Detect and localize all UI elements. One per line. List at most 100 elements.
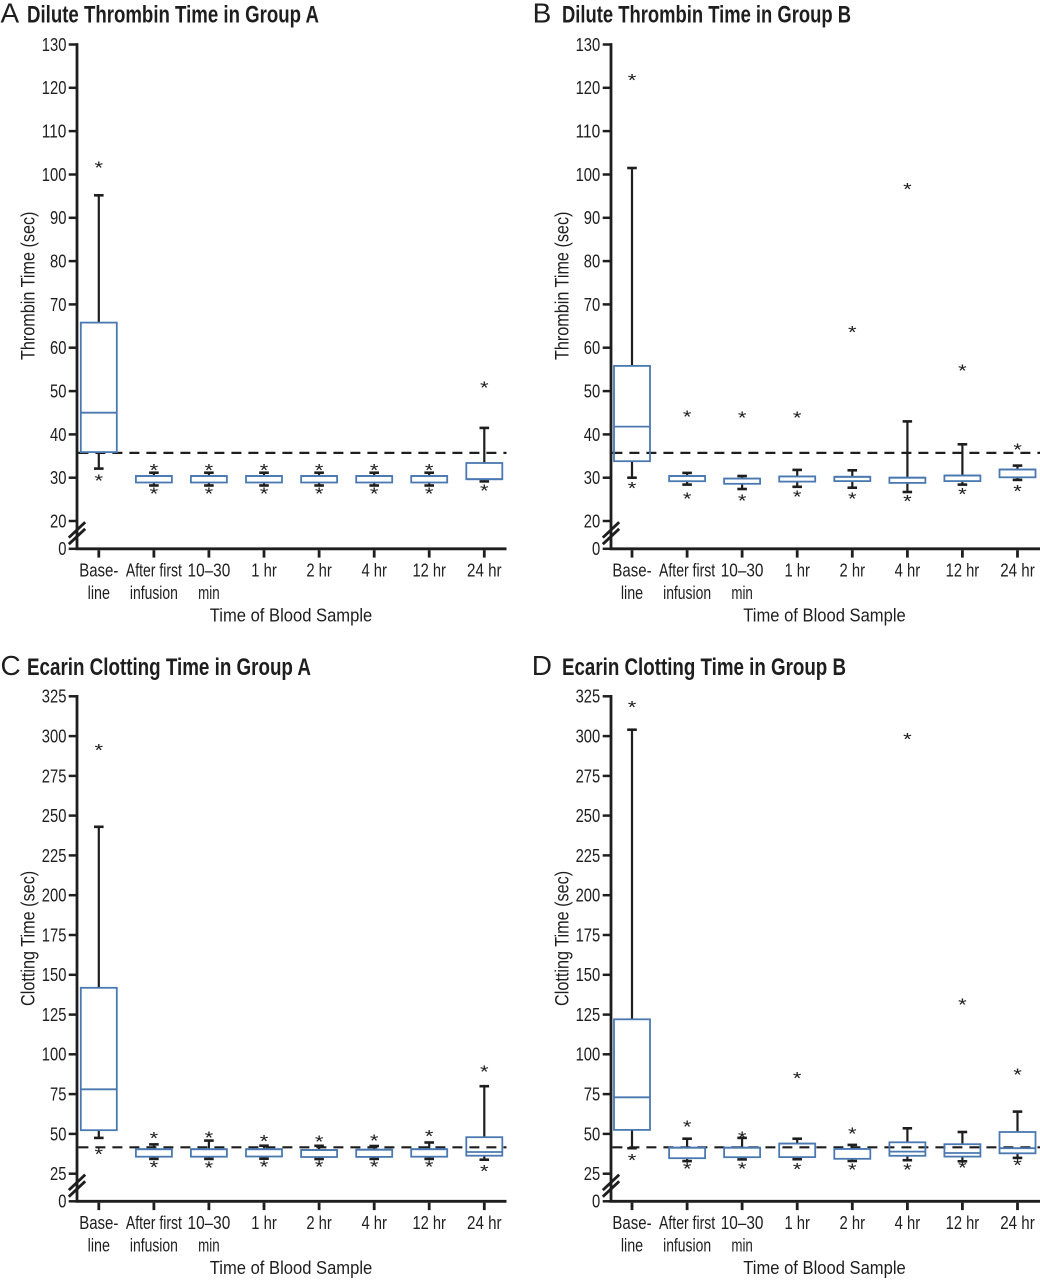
svg-text:10–30: 10–30 [721, 559, 764, 580]
svg-text:75: 75 [584, 1085, 600, 1105]
svg-text:A: A [1, 0, 20, 29]
svg-text:12 hr: 12 hr [946, 1212, 980, 1233]
svg-text:12 hr: 12 hr [412, 559, 446, 580]
svg-text:50: 50 [50, 382, 66, 402]
svg-text:*: * [370, 461, 379, 480]
svg-text:*: * [848, 323, 857, 342]
svg-text:line: line [88, 582, 110, 603]
svg-text:*: * [480, 1062, 489, 1081]
svg-text:24 hr: 24 hr [1000, 1212, 1035, 1233]
svg-text:*: * [150, 1129, 159, 1148]
svg-text:150: 150 [42, 965, 67, 985]
svg-text:infusion: infusion [130, 1234, 178, 1255]
svg-text:40: 40 [50, 425, 66, 445]
svg-text:100: 100 [576, 165, 601, 185]
svg-text:Time of Blood Sample: Time of Blood Sample [210, 1257, 373, 1278]
svg-text:60: 60 [584, 338, 600, 358]
svg-text:175: 175 [42, 925, 67, 945]
svg-text:min: min [198, 1234, 220, 1255]
svg-text:200: 200 [42, 886, 67, 906]
svg-text:175: 175 [576, 925, 601, 945]
svg-text:4 hr: 4 hr [361, 559, 387, 580]
svg-text:24 hr: 24 hr [1000, 559, 1035, 580]
svg-text:line: line [621, 582, 643, 603]
svg-text:infusion: infusion [663, 582, 711, 603]
svg-text:*: * [425, 484, 434, 503]
svg-text:*: * [903, 1160, 912, 1179]
svg-text:*: * [848, 489, 857, 508]
svg-text:Base-: Base- [79, 559, 118, 580]
svg-text:125: 125 [576, 1005, 601, 1025]
svg-text:130: 130 [576, 35, 601, 55]
svg-text:2 hr: 2 hr [306, 1212, 332, 1233]
svg-text:*: * [793, 1069, 802, 1088]
svg-text:*: * [260, 1158, 269, 1177]
svg-text:Base-: Base- [612, 559, 651, 580]
svg-text:300: 300 [576, 727, 601, 747]
svg-text:250: 250 [576, 806, 601, 826]
svg-text:325: 325 [576, 687, 601, 707]
svg-text:Dilute Thrombin Time in Group: Dilute Thrombin Time in Group A [27, 2, 319, 29]
svg-text:*: * [738, 491, 747, 510]
svg-text:60: 60 [50, 338, 66, 358]
svg-text:*: * [425, 1127, 434, 1146]
svg-text:*: * [425, 461, 434, 480]
svg-text:24 hr: 24 hr [467, 1212, 502, 1233]
svg-text:*: * [95, 471, 104, 490]
svg-text:25: 25 [584, 1164, 600, 1184]
svg-text:50: 50 [50, 1124, 66, 1144]
svg-text:*: * [958, 1159, 967, 1178]
svg-text:*: * [628, 698, 637, 717]
svg-text:Ecarin Clotting Time in Group: Ecarin Clotting Time in Group B [562, 654, 846, 681]
svg-text:80: 80 [584, 252, 600, 272]
svg-text:*: * [95, 1145, 104, 1164]
svg-text:line: line [621, 1234, 643, 1255]
svg-text:*: * [1013, 482, 1022, 501]
svg-text:4 hr: 4 hr [895, 559, 921, 580]
svg-text:*: * [425, 1158, 434, 1177]
svg-text:70: 70 [50, 295, 66, 315]
svg-text:10–30: 10–30 [188, 1212, 231, 1233]
svg-text:12 hr: 12 hr [946, 559, 980, 580]
svg-text:225: 225 [576, 846, 601, 866]
svg-text:100: 100 [42, 1045, 67, 1065]
svg-text:*: * [315, 461, 324, 480]
svg-text:0: 0 [58, 1192, 66, 1212]
svg-text:110: 110 [576, 122, 601, 142]
svg-text:120: 120 [42, 78, 67, 98]
svg-text:*: * [480, 481, 489, 500]
svg-text:infusion: infusion [663, 1234, 711, 1255]
svg-text:*: * [315, 484, 324, 503]
svg-text:*: * [958, 361, 967, 380]
svg-text:130: 130 [42, 35, 67, 55]
svg-text:1 hr: 1 hr [251, 1212, 277, 1233]
svg-text:D: D [532, 650, 552, 681]
svg-text:*: * [205, 461, 214, 480]
svg-text:After first: After first [126, 559, 182, 580]
svg-text:B: B [533, 0, 552, 29]
svg-text:Time of Blood Sample: Time of Blood Sample [743, 1257, 906, 1278]
svg-text:4 hr: 4 hr [895, 1212, 921, 1233]
svg-text:1 hr: 1 hr [784, 1212, 810, 1233]
svg-text:*: * [260, 1132, 269, 1151]
svg-text:*: * [628, 1151, 637, 1170]
svg-text:*: * [260, 484, 269, 503]
svg-text:*: * [150, 1158, 159, 1177]
svg-text:150: 150 [576, 965, 601, 985]
svg-text:Clotting Time (sec): Clotting Time (sec) [551, 871, 573, 1006]
svg-text:200: 200 [576, 886, 601, 906]
svg-text:4 hr: 4 hr [361, 1212, 387, 1233]
svg-text:0: 0 [592, 539, 600, 559]
svg-text:20: 20 [584, 511, 600, 531]
svg-text:*: * [1013, 1156, 1022, 1175]
svg-text:275: 275 [576, 766, 601, 786]
svg-text:*: * [95, 741, 104, 760]
svg-text:Dilute Thrombin Time in Group: Dilute Thrombin Time in Group B [562, 2, 851, 29]
svg-text:*: * [683, 1159, 692, 1178]
svg-text:*: * [683, 490, 692, 509]
svg-text:1 hr: 1 hr [784, 559, 810, 580]
svg-text:300: 300 [42, 727, 67, 747]
svg-text:infusion: infusion [130, 582, 178, 603]
svg-text:*: * [793, 1160, 802, 1179]
svg-text:*: * [1013, 1066, 1022, 1085]
